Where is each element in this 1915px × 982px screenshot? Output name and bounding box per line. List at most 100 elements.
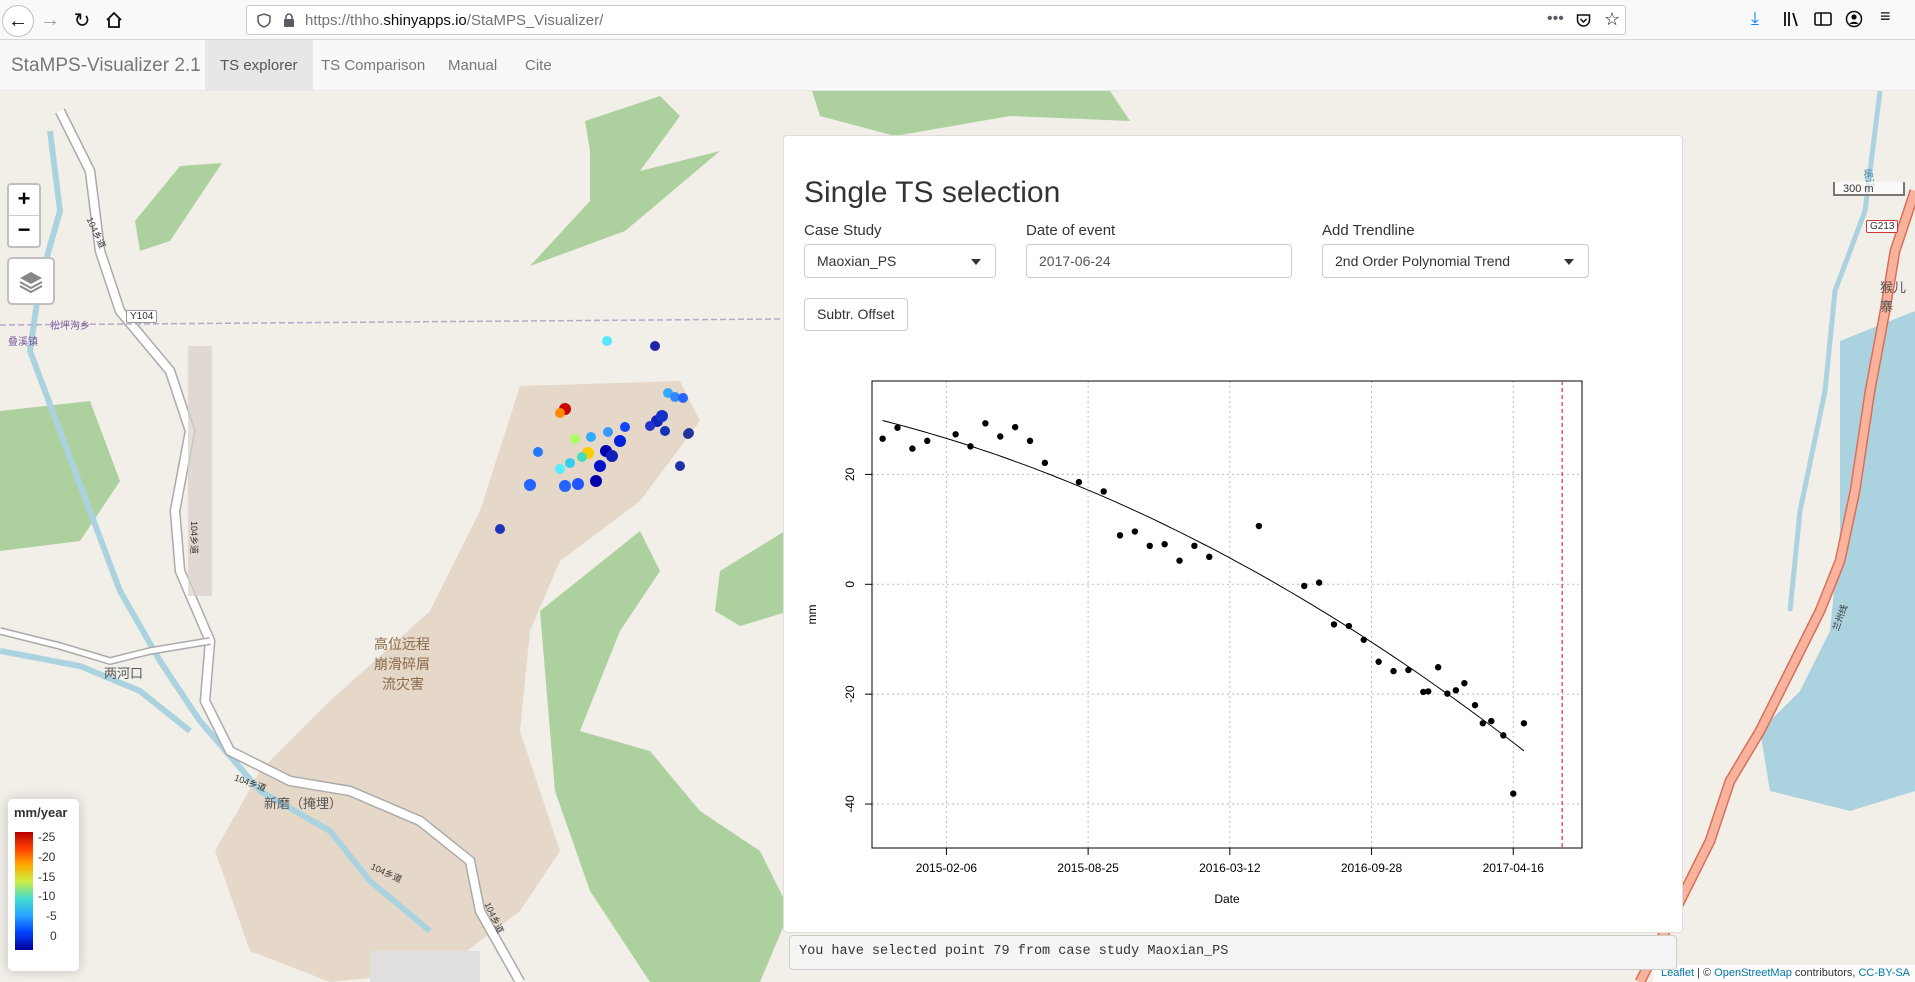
date-event-input[interactable]: 2017-06-24: [1026, 244, 1292, 278]
tab-cite[interactable]: Cite: [525, 57, 552, 74]
arrow-left-icon: ←: [8, 9, 28, 32]
osm-link[interactable]: OpenStreetMap: [1714, 967, 1792, 979]
url-bar[interactable]: https://thho.shinyapps.io/StaMPS_Visuali…: [246, 5, 1626, 35]
app-brand[interactable]: StaMPS-Visualizer 2.1: [11, 55, 201, 76]
forward-button[interactable]: →: [34, 4, 66, 36]
x-tick-label: 2017-04-16: [1483, 861, 1545, 875]
license-link[interactable]: CC-BY-SA: [1858, 967, 1911, 979]
y-tick-label: 0: [843, 581, 857, 588]
map-label-village-lianghe: 两河口: [104, 666, 144, 681]
zoom-in-button[interactable]: +: [17, 186, 31, 211]
back-button[interactable]: ←: [2, 5, 34, 37]
x-axis-label: Date: [1214, 892, 1240, 906]
attribution-sep: | ©: [1694, 967, 1715, 979]
data-point: [1206, 553, 1213, 561]
map-label-village-xinmo: 新磨（掩埋）: [264, 796, 343, 811]
tab-ts-explorer[interactable]: TS explorer: [205, 40, 313, 91]
legend-label: 0: [50, 929, 57, 943]
tab-manual[interactable]: Manual: [448, 57, 498, 74]
case-study-label: Case Study: [804, 222, 882, 239]
data-point: [909, 445, 916, 452]
data-point: [1461, 679, 1468, 687]
attribution-contrib: contributors,: [1791, 967, 1859, 979]
data-point: [1011, 423, 1019, 431]
legend-label: -5: [46, 909, 57, 923]
home-button[interactable]: [98, 4, 130, 36]
data-point: [1500, 732, 1507, 739]
subtract-offset-button[interactable]: Subtr. Offset: [804, 298, 908, 331]
url-text: https://thho.shinyapps.io/StaMPS_Visuali…: [305, 12, 604, 29]
data-point: [1146, 542, 1153, 550]
map-label-road-g213: G213: [1866, 220, 1899, 233]
data-point: [1116, 532, 1124, 539]
legend-color-bar: [15, 832, 33, 950]
data-point: [1315, 579, 1323, 586]
reload-button[interactable]: ↻: [66, 4, 98, 36]
data-point: [879, 435, 886, 442]
data-point: [1520, 720, 1528, 727]
star-icon[interactable]: ☆: [1604, 9, 1621, 29]
library-icon[interactable]: [1783, 11, 1801, 27]
legend-label: -15: [38, 870, 56, 884]
data-point: [1471, 701, 1479, 709]
data-point: [1434, 664, 1442, 671]
leaflet-link[interactable]: Leaflet: [1661, 967, 1695, 979]
data-point: [1390, 667, 1397, 675]
case-study-select[interactable]: Maoxian_PS: [804, 244, 996, 278]
ts-chart: 2015-02-06 2015-08-25 2016-03-12 2016-09-28…: [805, 380, 1583, 906]
sidebar-icon[interactable]: [1814, 11, 1832, 27]
data-point: [1041, 459, 1049, 467]
caret-down-icon: [971, 259, 981, 265]
trend-line: [882, 420, 1525, 752]
menu-icon[interactable]: ≡: [1880, 6, 1891, 26]
zoom-control: + −: [7, 183, 41, 248]
data-point: [894, 424, 901, 431]
app-navbar: StaMPS-Visualizer 2.1 TS explorer TS Com…: [0, 40, 1915, 91]
panel-title: Single TS selection: [804, 176, 1061, 209]
map-label-town-left: 叠溪镇: [8, 337, 38, 348]
browser-toolbar: ← → ↻ https://thho.shinyapps.io/StaMPS_V…: [0, 0, 1915, 40]
data-point: [1131, 528, 1139, 535]
map-label-place-right: 猴儿寨: [1880, 280, 1907, 314]
legend-label: -20: [38, 850, 56, 864]
scale-bar: 300 m: [1833, 182, 1905, 196]
layers-button[interactable]: [7, 257, 55, 305]
y-axis-label: mm: [805, 605, 819, 625]
velocity-legend: mm/year -25 -20 -15 -10 -5 0: [8, 799, 79, 971]
ts-selection-panel: Single TS selection Case Study Maoxian_P…: [783, 135, 1683, 933]
legend-label: -25: [38, 830, 56, 844]
date-event-label: Date of event: [1026, 222, 1116, 239]
pocket-icon[interactable]: [1576, 13, 1591, 28]
map-attribution: Leaflet | © OpenStreetMap contributors, …: [1653, 965, 1915, 982]
trendline-select[interactable]: 2nd Order Polynomial Trend: [1322, 244, 1589, 278]
zoom-out-button[interactable]: −: [9, 215, 39, 246]
home-icon: [106, 11, 122, 28]
download-icon[interactable]: ⤓: [1751, 8, 1759, 28]
legend-title: mm/year: [14, 805, 68, 820]
data-point: [1452, 687, 1460, 694]
y-tick-label: -20: [843, 685, 857, 703]
map-view[interactable]: 松坪沟乡 叠溪镇 Y104 104乡道 104乡道 104乡道 104乡道 10…: [0, 91, 1915, 982]
data-point: [1176, 557, 1183, 564]
arrow-right-icon: →: [40, 8, 60, 31]
reload-icon: ↻: [73, 9, 91, 32]
data-point: [1360, 636, 1367, 643]
shield-icon: [257, 13, 271, 28]
data-point: [1420, 688, 1427, 696]
account-icon[interactable]: [1845, 10, 1863, 28]
data-point: [967, 443, 974, 450]
legend-label: -10: [38, 889, 56, 903]
lock-icon: [284, 13, 294, 27]
data-point: [952, 431, 959, 438]
trendline-value: 2nd Order Polynomial Trend: [1335, 253, 1511, 269]
trendline-label: Add Trendline: [1322, 222, 1415, 239]
data-point: [1301, 582, 1308, 590]
data-point: [997, 433, 1004, 440]
data-point: [1026, 437, 1034, 445]
selection-status-text: You have selected point 79 from case stu…: [789, 935, 1677, 970]
layers-icon: [19, 272, 43, 293]
data-point: [1100, 488, 1107, 495]
more-icon[interactable]: •••: [1547, 10, 1564, 27]
tab-ts-comparison[interactable]: TS Comparison: [321, 57, 426, 74]
map-label-road-y104: Y104: [126, 310, 158, 323]
